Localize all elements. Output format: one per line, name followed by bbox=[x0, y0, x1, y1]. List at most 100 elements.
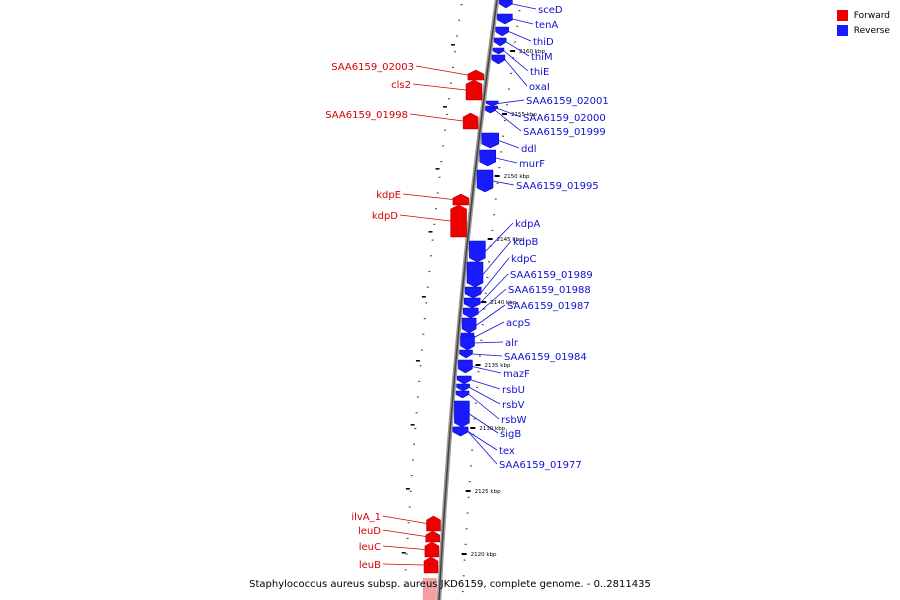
leader-murF bbox=[495, 157, 518, 164]
leader-SAA6159_01977 bbox=[467, 431, 498, 465]
minor-tick bbox=[456, 35, 459, 37]
minor-tick bbox=[514, 41, 517, 43]
scale-tick-label: 2125 kbp bbox=[475, 489, 501, 495]
minor-tick bbox=[466, 512, 469, 514]
legend-item-reverse: Reverse bbox=[836, 23, 890, 38]
minor-tick bbox=[406, 537, 409, 539]
gene-label-SAA6159_02000: SAA6159_02000 bbox=[523, 113, 606, 124]
minor-tick bbox=[420, 349, 423, 351]
leader-kdpC bbox=[480, 257, 510, 293]
scale-tick-mark bbox=[461, 553, 467, 555]
gene-leuC bbox=[424, 541, 440, 558]
minor-tick bbox=[474, 402, 477, 404]
leader-ddl bbox=[498, 140, 520, 149]
gene-kdpA bbox=[469, 240, 486, 263]
gene-kdpE bbox=[452, 193, 470, 206]
minor-tick bbox=[487, 261, 490, 263]
gene-SAA6159_01977 bbox=[452, 426, 469, 437]
minor-tick bbox=[467, 496, 470, 498]
gene-label-sigB: sigB bbox=[500, 429, 521, 440]
scale-tick-mark bbox=[475, 364, 481, 366]
gene-label-cls2: cls2 bbox=[391, 80, 411, 91]
gene-label-leuB: leuB bbox=[359, 560, 381, 571]
gene-label-ilvA_1: ilvA_1 bbox=[351, 512, 381, 523]
minor-tick bbox=[496, 182, 499, 184]
minor-tick bbox=[491, 229, 494, 231]
scale-tick-label: 2155 kbp bbox=[511, 112, 537, 118]
gene-label-oxaI: oxaI bbox=[529, 82, 550, 93]
minor-tick bbox=[480, 339, 483, 341]
minor-tick bbox=[422, 333, 425, 335]
label-leaders bbox=[382, 3, 537, 566]
gene-cls2 bbox=[465, 79, 483, 101]
gene-label-thiD: thiD bbox=[533, 37, 554, 48]
gene-label-SAA6159_01999: SAA6159_01999 bbox=[523, 127, 606, 138]
minor-tick bbox=[447, 98, 450, 100]
minor-tick bbox=[464, 543, 467, 545]
legend-item-forward: Forward bbox=[836, 8, 890, 23]
gene-label-thiM: thiM bbox=[531, 52, 553, 63]
minor-tick bbox=[442, 145, 445, 147]
leader-leuD bbox=[382, 529, 426, 537]
minor-tick bbox=[484, 292, 487, 294]
legend-label-forward: Forward bbox=[853, 10, 890, 21]
gene-SAA6159_02003 bbox=[467, 69, 485, 81]
minor-tick bbox=[502, 135, 505, 137]
leader-cls2 bbox=[412, 83, 467, 91]
leader-thiE bbox=[503, 50, 529, 72]
minor-tick bbox=[458, 19, 461, 21]
minor-tick bbox=[518, 10, 521, 12]
gene-label-alr: alr bbox=[505, 338, 519, 349]
minor-tick bbox=[429, 255, 432, 257]
forward-swatch bbox=[836, 10, 848, 21]
leader-SAA6159_01984 bbox=[472, 353, 503, 357]
gene-labels: sceD tenA thiD thiM thiE oxaI SAA6159_02003cls… bbox=[325, 5, 609, 571]
minor-tick bbox=[463, 559, 466, 561]
gene-oxaI bbox=[491, 54, 506, 65]
major-tick bbox=[415, 360, 420, 362]
minor-tick bbox=[478, 355, 481, 357]
gene-label-SAA6159_01998: SAA6159_01998 bbox=[325, 110, 408, 121]
minor-tick bbox=[438, 176, 441, 178]
major-tick bbox=[428, 231, 433, 233]
scale-tick-mark bbox=[494, 175, 500, 177]
gene-thiM bbox=[493, 37, 507, 47]
leader-ilvA_1 bbox=[382, 515, 427, 524]
minor-tick bbox=[473, 418, 476, 420]
gene-leuD bbox=[425, 530, 440, 543]
major-tick bbox=[450, 44, 455, 46]
leader-alr bbox=[474, 341, 504, 344]
minor-tick bbox=[481, 324, 484, 326]
gene-label-ddl: ddl bbox=[521, 144, 536, 155]
minor-tick bbox=[462, 575, 465, 577]
gene-label-rsbW: rsbW bbox=[501, 415, 527, 426]
minor-tick bbox=[460, 4, 463, 6]
gene-kdpD bbox=[450, 204, 467, 238]
minor-tick bbox=[404, 569, 407, 571]
map-caption: Staphylococcus aureus subsp. aureus JKD6… bbox=[249, 579, 651, 590]
minor-tick bbox=[512, 57, 515, 59]
major-tick bbox=[405, 488, 410, 490]
gene-SAA6159_02001 bbox=[486, 100, 499, 107]
genome-backbone-core bbox=[438, 0, 498, 600]
minor-tick bbox=[407, 522, 410, 524]
gene-SAA6159_01987 bbox=[461, 317, 477, 334]
minor-tick bbox=[434, 208, 437, 210]
gene-label-tex: tex bbox=[499, 446, 515, 457]
minor-tick bbox=[449, 82, 452, 84]
minor-tick bbox=[436, 192, 439, 194]
minor-tick bbox=[445, 113, 448, 116]
minor-tick bbox=[461, 590, 464, 593]
leader-sceD bbox=[512, 3, 537, 10]
gene-features bbox=[422, 0, 513, 600]
minor-ticks bbox=[401, 4, 521, 593]
minor-tick bbox=[415, 412, 418, 414]
minor-tick bbox=[486, 276, 489, 279]
gene-label-SAA6159_01989: SAA6159_01989 bbox=[510, 270, 593, 281]
leader-SAA6159_02000 bbox=[497, 108, 522, 118]
gene-SAA6159_01999 bbox=[485, 107, 496, 114]
gene-label-rsbV: rsbV bbox=[502, 400, 525, 411]
minor-tick bbox=[408, 506, 411, 508]
leader-mazF bbox=[472, 366, 502, 374]
